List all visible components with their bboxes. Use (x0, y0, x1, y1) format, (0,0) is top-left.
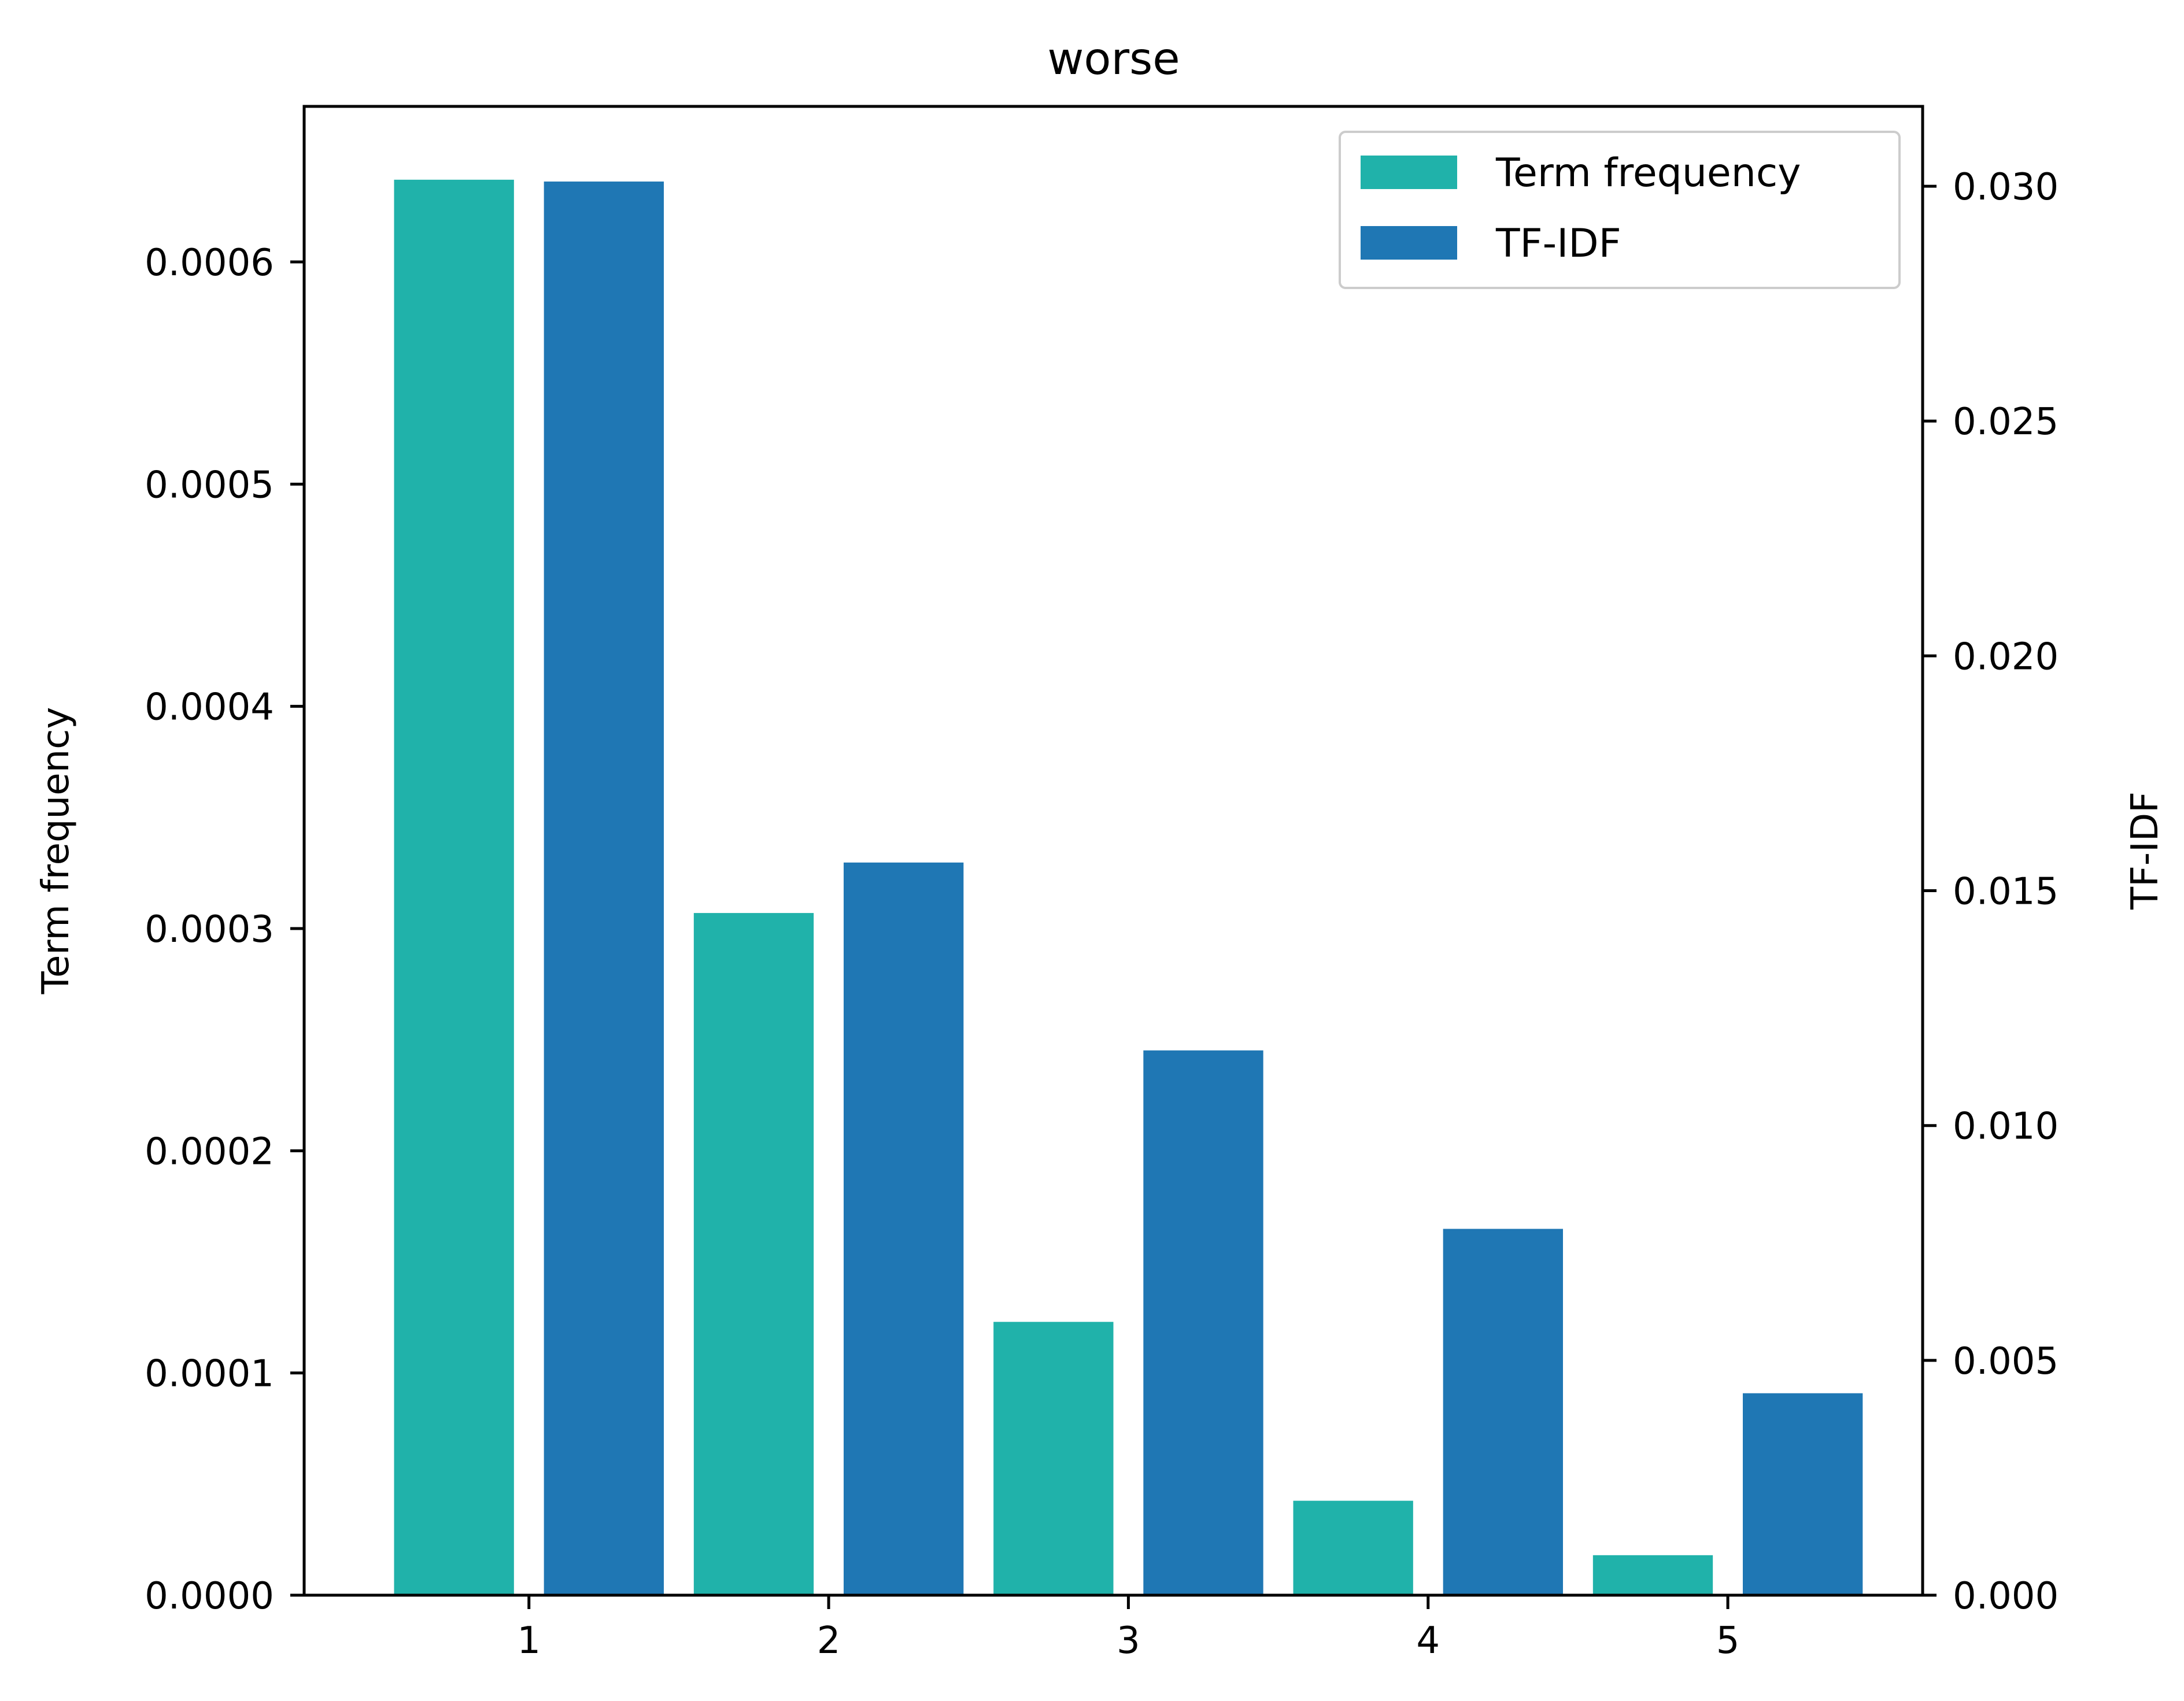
x-tick-label: 4 (1416, 1619, 1440, 1662)
y-right-tick-label: 0.010 (1953, 1105, 2059, 1148)
y-left-tick-label: 0.0004 (145, 686, 274, 729)
y-axis-left: 0.0000 0.0001 0.0002 0.0003 0.0004 0.0005 0.00… (145, 242, 304, 1618)
bar-term-frequency-2 (693, 913, 814, 1595)
bar-term-frequency-5 (1592, 1555, 1713, 1595)
bar-tf-idf-5 (1743, 1393, 1863, 1595)
y-right-tick-label: 0.000 (1953, 1575, 2059, 1618)
legend-swatch-tf-idf (1361, 226, 1457, 260)
legend-label-term-frequency: Term frequency (1495, 150, 1801, 196)
legend-label-tf-idf: TF-IDF (1495, 221, 1621, 267)
bar-term-frequency-1 (394, 179, 514, 1595)
bar-tf-idf-1 (544, 181, 664, 1595)
y-left-tick-label: 0.0000 (145, 1575, 274, 1618)
y-left-tick-label: 0.0006 (145, 242, 274, 284)
x-tick-label: 5 (1716, 1619, 1740, 1662)
bar-tf-idf-2 (844, 862, 964, 1595)
y-axis-right: 0.000 0.005 0.010 0.015 0.020 0.025 0.030 (1923, 166, 2059, 1618)
legend: Term frequency TF-IDF (1339, 131, 1901, 289)
y-right-tick-label: 0.020 (1953, 635, 2059, 678)
bar-term-frequency-4 (1293, 1500, 1413, 1595)
bars (394, 179, 1863, 1595)
y-axis-left-label: Term frequency (35, 707, 77, 994)
bar-term-frequency-3 (993, 1322, 1114, 1595)
y-left-tick-label: 0.0002 (145, 1130, 274, 1173)
plot-frame (302, 105, 1924, 1597)
y-left-tick-label: 0.0001 (145, 1353, 274, 1396)
y-left-tick-label: 0.0003 (145, 908, 274, 951)
legend-frame (1339, 131, 1901, 289)
y-right-tick-label: 0.005 (1953, 1340, 2059, 1383)
y-left-tick-label: 0.0005 (145, 464, 274, 506)
x-tick-label: 3 (1117, 1619, 1140, 1662)
bar-tf-idf-3 (1143, 1050, 1263, 1595)
y-right-tick-label: 0.015 (1953, 871, 2059, 914)
y-axis-right-label: TF-IDF (2124, 792, 2167, 910)
legend-swatch-term-frequency (1361, 156, 1457, 189)
bar-tf-idf-4 (1443, 1229, 1563, 1595)
y-right-tick-label: 0.030 (1953, 166, 2059, 209)
y-right-tick-label: 0.025 (1953, 401, 2059, 443)
x-tick-label: 1 (517, 1619, 541, 1662)
x-tick-label: 2 (817, 1619, 841, 1662)
chart-title: worse (1047, 34, 1180, 85)
x-axis: 1 2 3 4 5 (517, 1595, 1739, 1662)
